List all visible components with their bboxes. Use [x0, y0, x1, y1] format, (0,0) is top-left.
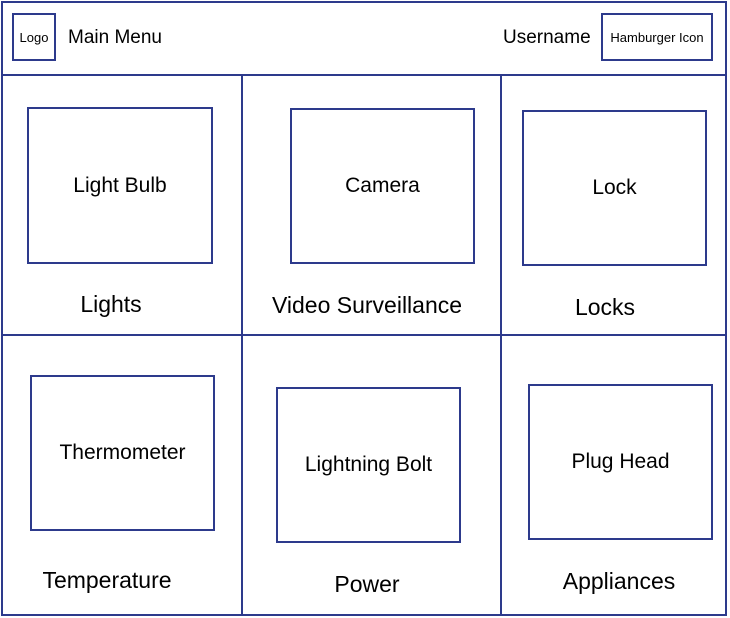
logo-icon[interactable]: Logo: [12, 13, 56, 61]
lightning-bolt-icon[interactable]: Lightning Bolt: [276, 387, 461, 543]
page-title: Main Menu: [68, 27, 162, 48]
grid-divider-vertical-1: [241, 75, 243, 616]
tile-label-temperature[interactable]: Temperature: [42, 567, 172, 593]
hamburger-menu-icon[interactable]: Hamburger Icon: [601, 13, 713, 61]
tile-label-video-surveillance[interactable]: Video Surveillance: [271, 292, 463, 318]
header-bar: Logo Main Menu Username Hamburger Icon: [1, 1, 727, 76]
lock-icon[interactable]: Lock: [522, 110, 707, 266]
light-bulb-icon[interactable]: Light Bulb: [27, 107, 213, 264]
thermometer-icon[interactable]: Thermometer: [30, 375, 215, 531]
plug-head-icon[interactable]: Plug Head: [528, 384, 713, 540]
tile-label-locks[interactable]: Locks: [574, 294, 636, 320]
grid-divider-vertical-2: [500, 75, 502, 616]
camera-icon[interactable]: Camera: [290, 108, 475, 264]
tile-label-lights[interactable]: Lights: [80, 291, 142, 317]
tile-label-power[interactable]: Power: [334, 571, 400, 597]
grid-divider-horizontal: [1, 334, 727, 336]
tile-label-appliances[interactable]: Appliances: [562, 568, 676, 594]
username-label[interactable]: Username: [503, 27, 591, 48]
